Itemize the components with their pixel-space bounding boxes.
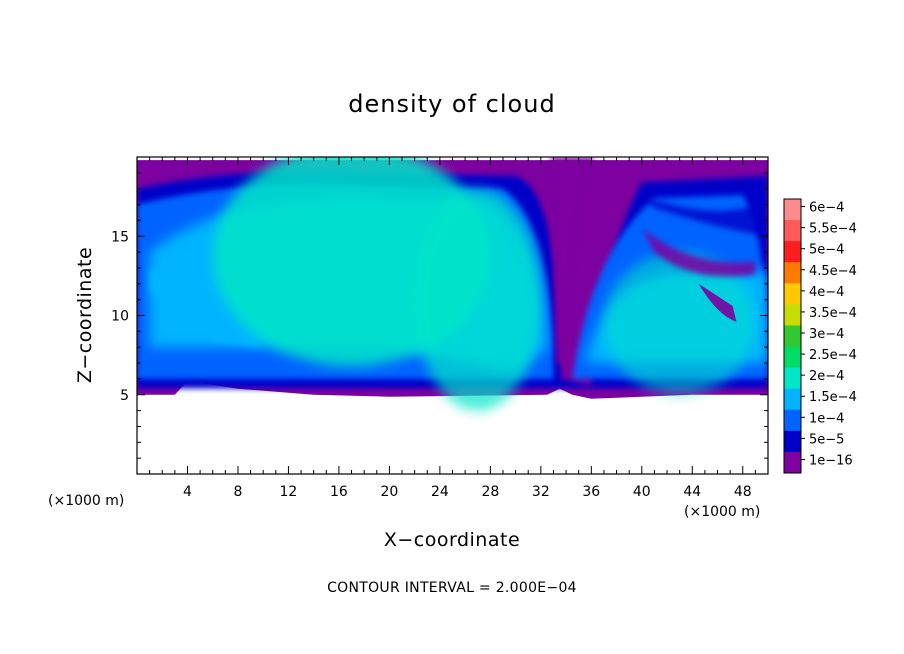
x-unit-label-right: (×1000 m) <box>684 504 760 520</box>
y-tick-label: 5 <box>120 388 129 404</box>
x-tick-label: 20 <box>380 484 398 500</box>
colorbar-swatch <box>784 451 801 474</box>
x-tick-label: 16 <box>330 484 348 500</box>
x-tick-label: 44 <box>683 484 701 500</box>
y-tick-label: 15 <box>111 229 129 245</box>
colorbar-label: 3.5e−4 <box>809 306 857 321</box>
purple-hook <box>698 283 737 322</box>
colorbar-swatch <box>784 388 801 411</box>
colorbar-swatch <box>784 262 801 284</box>
x-tick-label: 12 <box>280 484 298 500</box>
y-axis-ticks: 5 10 15 <box>111 172 768 459</box>
colorbar-label: 5e−5 <box>809 432 844 447</box>
x-axis-label: X−coordinate <box>384 529 520 551</box>
colorbar-swatch <box>784 304 801 326</box>
colorbar-label: 4.5e−4 <box>809 264 857 279</box>
x-tick-label: 4 <box>183 484 192 500</box>
density-field <box>137 157 768 411</box>
x-tick-label: 48 <box>734 484 752 500</box>
x-tick-label: 24 <box>431 484 449 500</box>
purple-streak <box>641 228 756 277</box>
colorbar-legend: 6e−4 5.5e−4 5e−4 4.5e−4 4e−4 3.5e−4 3e−4 2.5e−4… <box>783 198 857 474</box>
x-tick-label: 32 <box>532 484 550 500</box>
x-tick-label: 40 <box>633 484 651 500</box>
y-tick-label: 10 <box>111 309 129 325</box>
colorbar-swatch <box>784 409 801 432</box>
colorbar-swatch <box>784 325 801 347</box>
colorbar-label: 4e−4 <box>809 285 844 300</box>
colorbar-label: 1e−16 <box>809 453 853 468</box>
colorbar-label: 1e−4 <box>809 411 844 426</box>
colorbar-label: 5.5e−4 <box>809 222 857 237</box>
navy-streak <box>641 196 768 237</box>
colorbar-swatch <box>784 220 801 242</box>
x-tick-label: 28 <box>481 484 499 500</box>
y-axis-label: Z−coordinate <box>74 247 96 383</box>
contour-interval-note: CONTOUR INTERVAL = 2.000E−04 <box>327 580 577 596</box>
cyan-core-right <box>414 188 541 411</box>
colorbar-swatch <box>784 283 801 305</box>
x-unit-label-left: (×1000 m) <box>48 493 124 509</box>
cyan-core-east <box>603 252 756 395</box>
lightblue-plume <box>149 267 264 348</box>
colorbar-label: 5e−4 <box>809 243 844 258</box>
x-tick-label: 8 <box>233 484 242 500</box>
colorbar-swatch <box>784 430 801 453</box>
chart-title: density of cloud <box>348 90 555 118</box>
colorbar-swatch <box>784 346 801 369</box>
colorbar-label: 1.5e−4 <box>809 390 857 405</box>
colorbar-swatch <box>784 367 801 390</box>
x-tick-label: 36 <box>582 484 600 500</box>
colorbar-swatch <box>784 199 801 221</box>
x-axis-ticks: 4 8 12 16 20 24 28 32 36 40 44 48 <box>149 157 756 500</box>
colorbar-swatch <box>784 241 801 263</box>
colorbar-label: 3e−4 <box>809 327 844 342</box>
dry-slot <box>550 157 594 364</box>
colorbar-label: 2e−4 <box>809 369 844 384</box>
colorbar-label: 2.5e−4 <box>809 348 857 363</box>
colorbar-frame <box>783 198 802 474</box>
colorbar-label: 6e−4 <box>809 201 844 216</box>
